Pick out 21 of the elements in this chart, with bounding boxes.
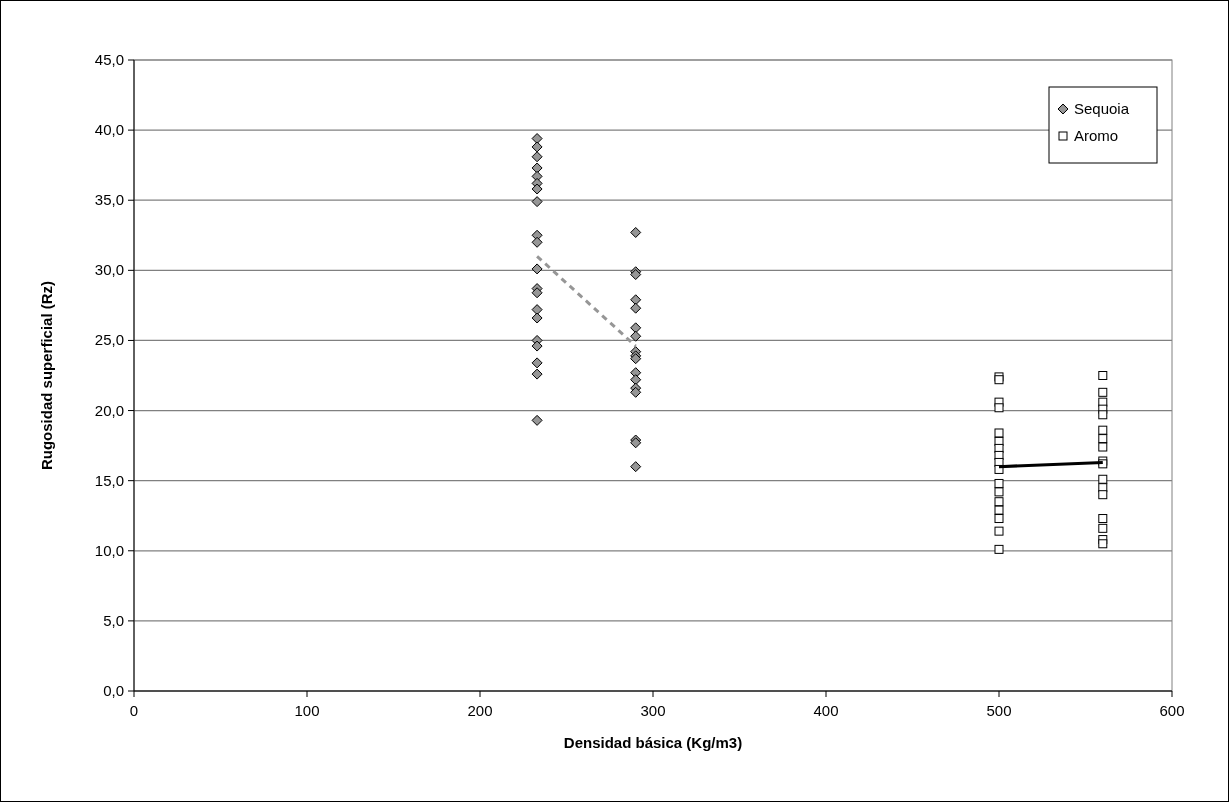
- x-tick-label: 0: [129, 702, 139, 719]
- y-tick-label: 35,0: [94, 191, 124, 209]
- y-tick-label: 5,0: [103, 611, 124, 629]
- x-tick-label: 300: [640, 702, 666, 719]
- y-tick-label: 25,0: [94, 331, 124, 349]
- x-tick-label: 400: [813, 702, 839, 719]
- y-tick-label: 0,0: [103, 682, 124, 699]
- x-tick-label: 100: [294, 702, 320, 719]
- x-tick-label: 200: [467, 702, 493, 719]
- y-tick-label: 40,0: [94, 121, 124, 139]
- y-tick-label: 45,0: [94, 51, 124, 68]
- y-tick-label: 10,0: [94, 541, 124, 559]
- x-tick-label: 600: [1159, 702, 1185, 719]
- y-tick-label: 30,0: [94, 261, 124, 279]
- legend-label: Sequoia: [1074, 100, 1130, 117]
- y-axis-title: Rugosidad superficial (Rz): [38, 280, 55, 471]
- legend-label: Aromo: [1074, 127, 1119, 144]
- y-tick-label: 20,0: [94, 401, 124, 419]
- y-tick-label: 15,0: [94, 471, 124, 489]
- x-axis-title: Densidad básica (Kg/m3): [563, 734, 743, 751]
- x-tick-label: 500: [986, 702, 1012, 719]
